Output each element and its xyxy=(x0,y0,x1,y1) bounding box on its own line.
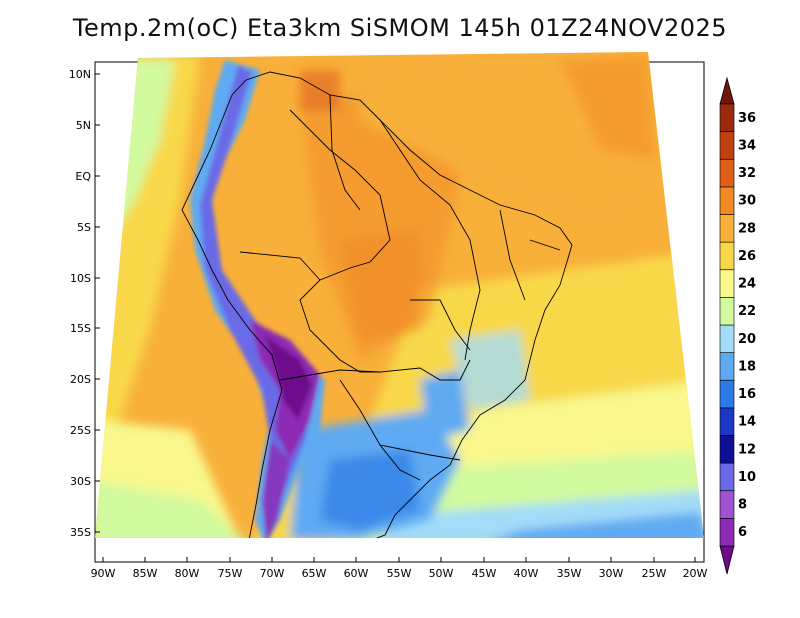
colorbar-bin xyxy=(719,435,735,464)
lon-label: 85W xyxy=(133,567,158,580)
lat-label: EQ xyxy=(75,170,91,183)
borders xyxy=(181,71,573,538)
lat-label: 10N xyxy=(69,68,91,81)
lon-label: 20W xyxy=(683,567,708,580)
colorbar-bin xyxy=(719,352,735,381)
colorbar-label: 32 xyxy=(738,166,756,181)
lat-label: 30S xyxy=(70,475,91,488)
colorbar-label: 14 xyxy=(738,415,756,430)
lon-label: 65W xyxy=(302,567,327,580)
colorbar-triangle-low xyxy=(719,545,735,575)
colorbar-bin xyxy=(719,490,735,519)
colorbar-label: 30 xyxy=(738,194,756,209)
colorbar-bin xyxy=(719,103,735,132)
colorbar-bin xyxy=(719,131,735,160)
lat-label: 15S xyxy=(70,322,91,335)
colorbar-bin xyxy=(719,297,735,326)
lon-label: 35W xyxy=(557,567,582,580)
map-title: Temp.2m(oC) Eta3km SiSMOM 145h 01Z24NOV2… xyxy=(72,14,728,42)
colorbar-label: 28 xyxy=(738,221,756,236)
colorbar-label: 24 xyxy=(738,277,756,292)
lat-label: 10S xyxy=(70,272,91,285)
colorbar-bin xyxy=(719,241,735,271)
colorbar-bin xyxy=(719,379,735,409)
colorbar-bin xyxy=(719,462,735,492)
lon-label: 60W xyxy=(344,567,369,580)
lat-label: 5N xyxy=(76,119,91,132)
lon-label: 40W xyxy=(514,567,539,580)
colorbar-label: 18 xyxy=(738,359,756,374)
lon-label: 75W xyxy=(218,567,243,580)
lon-label: 45W xyxy=(472,567,497,580)
lon-label: 80W xyxy=(175,567,200,580)
lat-label: 5S xyxy=(77,221,91,234)
colorbar-label: 36 xyxy=(738,111,756,126)
latitude-axis: 10N 5N EQ 5S 10S 15S 20S 25S 30S 35S xyxy=(69,68,100,539)
colorbar-label: 12 xyxy=(738,442,756,457)
colorbar-bin xyxy=(719,324,735,353)
colorbar-label: 22 xyxy=(738,304,756,319)
colorbar-bin xyxy=(719,159,735,188)
lat-label: 20S xyxy=(70,373,91,386)
temperature-field xyxy=(95,52,704,538)
colorbar-bin xyxy=(719,407,735,436)
lon-label: 50W xyxy=(429,567,454,580)
lat-label: 35S xyxy=(70,526,91,539)
colorbar-bin xyxy=(719,214,735,243)
colorbar-label: 8 xyxy=(738,498,747,513)
lat-label: 25S xyxy=(70,424,91,437)
colorbar: 6 8 10 12 14 16 18 20 22 24 26 28 30 32 34 36 xyxy=(719,76,756,575)
lon-label: 30W xyxy=(599,567,624,580)
colorbar-label: 34 xyxy=(738,138,756,153)
colorbar-label: 16 xyxy=(738,387,756,402)
longitude-axis: 90W 85W 80W 75W 70W 65W 60W 55W 50W 45W … xyxy=(91,557,708,580)
colorbar-bin xyxy=(719,518,735,547)
colorbar-label: 20 xyxy=(738,332,756,347)
colorbar-triangle-high xyxy=(719,76,735,105)
lon-label: 90W xyxy=(91,567,116,580)
colorbar-bin xyxy=(719,186,735,215)
colorbar-label: 26 xyxy=(738,249,756,264)
colorbar-label: 10 xyxy=(738,470,756,485)
colorbar-label: 6 xyxy=(738,525,747,540)
colorbar-bin xyxy=(719,269,735,298)
lon-label: 55W xyxy=(387,567,412,580)
lon-label: 25W xyxy=(642,567,667,580)
lon-label: 70W xyxy=(260,567,285,580)
